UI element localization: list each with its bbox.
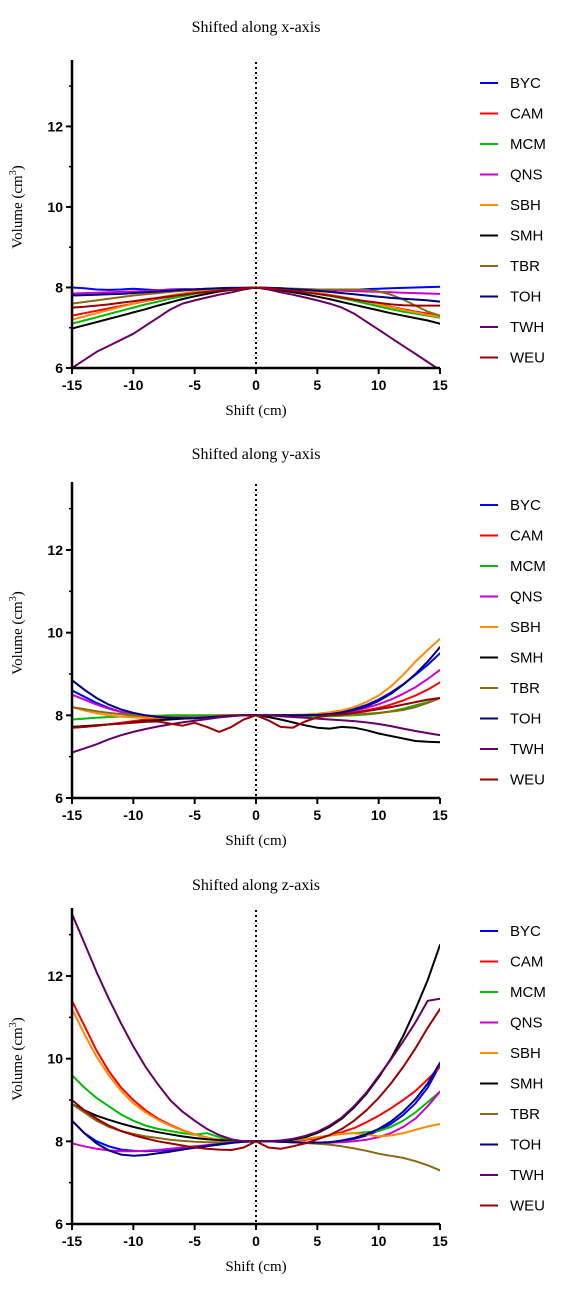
legend-label-byc: BYC xyxy=(510,75,541,92)
x-tick-label: -15 xyxy=(62,377,82,393)
y-axis-label: Volume (cm3) xyxy=(8,1017,26,1100)
y-axis-label: Volume (cm3) xyxy=(8,165,26,248)
y-axis-label-sup: 3 xyxy=(8,1022,19,1027)
legend-label-tbr: TBR xyxy=(510,680,540,697)
x-tick-label: 0 xyxy=(252,377,260,393)
y-tick-label: 8 xyxy=(55,707,63,723)
x-tick-label: 5 xyxy=(313,1233,321,1249)
legend-label-smh: SMH xyxy=(510,650,543,667)
chart-panel-1: Shifted along x-axis 6 8 10 12 -15 -10 -5 0 5 10 15… xyxy=(8,19,546,419)
legend-label-tbr: TBR xyxy=(510,1106,540,1123)
y-axis-label-text: Volume (cm xyxy=(10,175,26,249)
legend-label-weu: WEU xyxy=(510,350,545,367)
x-tick-label: 5 xyxy=(313,807,321,823)
legend-label-sbh: SBH xyxy=(510,197,541,214)
legend-label-byc: BYC xyxy=(510,497,541,514)
x-tick-label: 15 xyxy=(432,807,448,823)
legend-label-qns: QNS xyxy=(510,167,543,184)
y-axis-label-sup: 3 xyxy=(8,596,19,601)
y-tick-label: 6 xyxy=(55,1216,63,1232)
legend-label-twh: TWH xyxy=(510,1167,544,1184)
x-tick-label: -10 xyxy=(123,807,143,823)
x-tick-label: 0 xyxy=(252,807,260,823)
x-tick-label: 10 xyxy=(371,807,387,823)
y-tick-label: 10 xyxy=(47,625,63,641)
y-axis-label-text: Volume (cm xyxy=(10,601,26,675)
y-axis-label-close: ) xyxy=(10,1017,26,1022)
legend-label-mcm: MCM xyxy=(510,136,546,153)
y-tick-label: 12 xyxy=(47,542,63,558)
legend-label-toh: TOH xyxy=(510,711,541,728)
y-tick-label: 12 xyxy=(47,118,63,134)
x-axis-label: Shift (cm) xyxy=(225,1259,286,1275)
legend-label-qns: QNS xyxy=(510,1015,543,1032)
x-tick-label: -15 xyxy=(62,807,82,823)
y-tick-label: 10 xyxy=(47,199,63,215)
legend-label-toh: TOH xyxy=(510,1137,541,1154)
x-axis-label: Shift (cm) xyxy=(225,833,286,849)
legend-label-sbh: SBH xyxy=(510,1045,541,1062)
x-tick-label: -5 xyxy=(188,1233,201,1249)
y-tick-label: 6 xyxy=(55,790,63,806)
chart-panel-2: Shifted along y-axis 6 8 10 12 -15 -10 -5 0 5 10 15… xyxy=(8,446,546,849)
x-tick-label: 15 xyxy=(432,1233,448,1249)
legend-label-sbh: SBH xyxy=(510,619,541,636)
legend: BYC CAM MCM QNS SBH SMH TBR TOH TWH WEU xyxy=(480,923,546,1215)
y-axis-label-text: Volume (cm xyxy=(10,1027,26,1101)
legend-label-qns: QNS xyxy=(510,589,543,606)
series-line-twh xyxy=(72,914,440,1143)
x-tick-label: -10 xyxy=(123,1233,143,1249)
legend-label-cam: CAM xyxy=(510,106,543,123)
x-tick-label: -5 xyxy=(188,377,201,393)
legend-label-twh: TWH xyxy=(510,741,544,758)
y-tick-label: 10 xyxy=(47,1051,63,1067)
chart-title: Shifted along x-axis xyxy=(192,19,321,36)
legend-label-toh: TOH xyxy=(510,289,541,306)
x-axis-label: Shift (cm) xyxy=(225,403,286,419)
legend: BYC CAM MCM QNS SBH SMH TBR TOH TWH WEU xyxy=(480,497,546,789)
legend-label-weu: WEU xyxy=(510,772,545,789)
y-tick-label: 12 xyxy=(47,968,63,984)
chart-panel-3: Shifted along z-axis 6 8 10 12 -15 -10 -5 0 5 10 15… xyxy=(8,877,546,1275)
y-tick-label: 8 xyxy=(55,1133,63,1149)
x-tick-label: -15 xyxy=(62,1233,82,1249)
legend-label-weu: WEU xyxy=(510,1198,545,1215)
legend-label-mcm: MCM xyxy=(510,558,546,575)
x-tick-label: 10 xyxy=(371,377,387,393)
x-tick-label: 0 xyxy=(252,1233,260,1249)
x-tick-label: 5 xyxy=(313,377,321,393)
legend-label-mcm: MCM xyxy=(510,984,546,1001)
legend-label-twh: TWH xyxy=(510,319,544,336)
legend-label-tbr: TBR xyxy=(510,258,540,275)
legend: BYC CAM MCM QNS SBH SMH TBR TOH TWH WEU xyxy=(480,75,546,367)
x-tick-label: 15 xyxy=(432,377,448,393)
legend-label-cam: CAM xyxy=(510,528,543,545)
y-axis-label-close: ) xyxy=(10,165,26,170)
legend-label-cam: CAM xyxy=(510,954,543,971)
y-axis-label-sup: 3 xyxy=(8,170,19,175)
legend-label-byc: BYC xyxy=(510,923,541,940)
chart-title: Shifted along z-axis xyxy=(192,877,320,894)
y-axis-label-close: ) xyxy=(10,591,26,596)
y-tick-label: 6 xyxy=(55,360,63,376)
legend-label-smh: SMH xyxy=(510,1076,543,1093)
chart-title: Shifted along y-axis xyxy=(192,446,321,463)
x-tick-label: -10 xyxy=(123,377,143,393)
x-tick-label: 10 xyxy=(371,1233,387,1249)
x-tick-label: -5 xyxy=(188,807,201,823)
y-axis-label: Volume (cm3) xyxy=(8,591,26,674)
legend-label-smh: SMH xyxy=(510,228,543,245)
y-tick-label: 8 xyxy=(55,279,63,295)
series-line-byc xyxy=(72,1063,440,1153)
